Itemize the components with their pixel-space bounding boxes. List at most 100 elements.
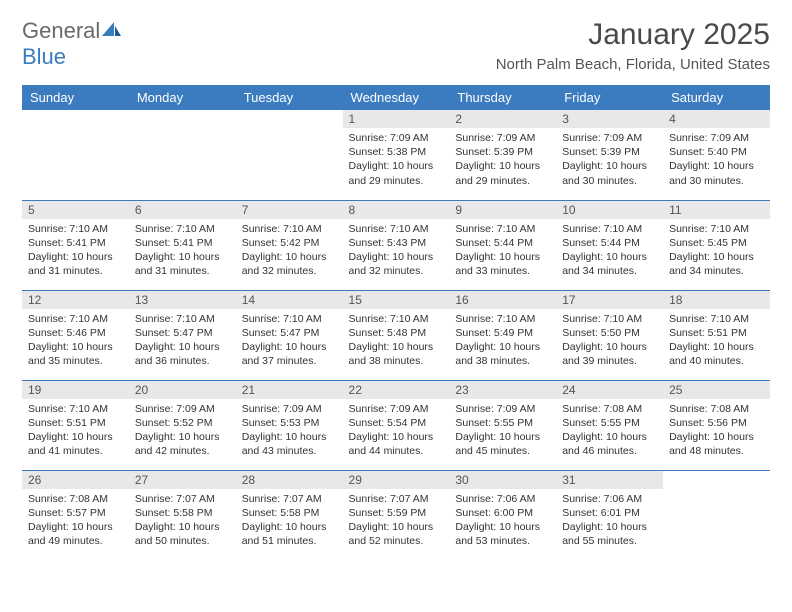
day-line: Sunrise: 7:10 AM: [455, 222, 550, 236]
page-subtitle: North Palm Beach, Florida, United States: [496, 56, 770, 73]
day-line: and 34 minutes.: [669, 264, 764, 278]
day-number: 21: [236, 381, 343, 399]
day-line: Sunset: 5:58 PM: [135, 506, 230, 520]
day-content: Sunrise: 7:09 AMSunset: 5:54 PMDaylight:…: [343, 399, 450, 462]
calendar-day-cell: 30Sunrise: 7:06 AMSunset: 6:00 PMDayligh…: [449, 470, 556, 560]
day-number: 13: [129, 291, 236, 309]
day-line: Sunrise: 7:10 AM: [28, 402, 123, 416]
day-line: and 30 minutes.: [669, 174, 764, 188]
calendar-day-cell: 8Sunrise: 7:10 AMSunset: 5:43 PMDaylight…: [343, 200, 450, 290]
calendar-day-cell: 31Sunrise: 7:06 AMSunset: 6:01 PMDayligh…: [556, 470, 663, 560]
day-number: 11: [663, 201, 770, 219]
day-number: 15: [343, 291, 450, 309]
day-line: and 46 minutes.: [562, 444, 657, 458]
day-content: Sunrise: 7:10 AMSunset: 5:44 PMDaylight:…: [449, 219, 556, 282]
day-line: Daylight: 10 hours: [455, 430, 550, 444]
day-line: Sunrise: 7:09 AM: [349, 131, 444, 145]
day-number: 16: [449, 291, 556, 309]
day-line: Sunset: 5:51 PM: [28, 416, 123, 430]
day-header: Saturday: [663, 85, 770, 110]
day-number: 12: [22, 291, 129, 309]
day-content: Sunrise: 7:10 AMSunset: 5:41 PMDaylight:…: [22, 219, 129, 282]
day-line: Sunrise: 7:08 AM: [28, 492, 123, 506]
calendar-day-cell: 27Sunrise: 7:07 AMSunset: 5:58 PMDayligh…: [129, 470, 236, 560]
day-number: 18: [663, 291, 770, 309]
day-line: Sunset: 5:39 PM: [455, 145, 550, 159]
day-line: and 35 minutes.: [28, 354, 123, 368]
day-line: Daylight: 10 hours: [242, 430, 337, 444]
calendar-week-row: 5Sunrise: 7:10 AMSunset: 5:41 PMDaylight…: [22, 200, 770, 290]
day-line: and 38 minutes.: [349, 354, 444, 368]
calendar-day-cell: 28Sunrise: 7:07 AMSunset: 5:58 PMDayligh…: [236, 470, 343, 560]
day-line: Sunrise: 7:07 AM: [135, 492, 230, 506]
day-line: Daylight: 10 hours: [349, 340, 444, 354]
day-line: and 50 minutes.: [135, 534, 230, 548]
calendar-day-cell: 23Sunrise: 7:09 AMSunset: 5:55 PMDayligh…: [449, 380, 556, 470]
day-content: Sunrise: 7:09 AMSunset: 5:39 PMDaylight:…: [556, 128, 663, 191]
calendar-day-cell: 29Sunrise: 7:07 AMSunset: 5:59 PMDayligh…: [343, 470, 450, 560]
day-line: Daylight: 10 hours: [135, 430, 230, 444]
day-line: Daylight: 10 hours: [455, 520, 550, 534]
day-line: Daylight: 10 hours: [242, 340, 337, 354]
day-number: 2: [449, 110, 556, 128]
day-content: Sunrise: 7:09 AMSunset: 5:38 PMDaylight:…: [343, 128, 450, 191]
day-header: Sunday: [22, 85, 129, 110]
day-line: and 38 minutes.: [455, 354, 550, 368]
day-line: and 41 minutes.: [28, 444, 123, 458]
day-header: Monday: [129, 85, 236, 110]
day-line: Sunset: 5:56 PM: [669, 416, 764, 430]
day-line: Daylight: 10 hours: [349, 159, 444, 173]
title-block: January 2025 North Palm Beach, Florida, …: [496, 18, 770, 73]
day-number: 31: [556, 471, 663, 489]
day-line: and 29 minutes.: [455, 174, 550, 188]
day-line: and 55 minutes.: [562, 534, 657, 548]
day-line: Daylight: 10 hours: [562, 159, 657, 173]
day-line: Sunset: 5:52 PM: [135, 416, 230, 430]
day-line: Sunset: 5:53 PM: [242, 416, 337, 430]
day-line: Sunrise: 7:07 AM: [349, 492, 444, 506]
day-content: Sunrise: 7:06 AMSunset: 6:00 PMDaylight:…: [449, 489, 556, 552]
day-line: Daylight: 10 hours: [455, 250, 550, 264]
day-line: Sunset: 6:00 PM: [455, 506, 550, 520]
day-line: Daylight: 10 hours: [242, 250, 337, 264]
day-line: and 31 minutes.: [135, 264, 230, 278]
calendar-day-cell: 15Sunrise: 7:10 AMSunset: 5:48 PMDayligh…: [343, 290, 450, 380]
day-line: Daylight: 10 hours: [669, 340, 764, 354]
day-line: Sunset: 5:57 PM: [28, 506, 123, 520]
day-line: Daylight: 10 hours: [455, 159, 550, 173]
calendar-day-cell: 26Sunrise: 7:08 AMSunset: 5:57 PMDayligh…: [22, 470, 129, 560]
day-line: and 34 minutes.: [562, 264, 657, 278]
day-number: 8: [343, 201, 450, 219]
day-line: and 30 minutes.: [562, 174, 657, 188]
day-line: Sunset: 5:47 PM: [135, 326, 230, 340]
day-content: Sunrise: 7:10 AMSunset: 5:43 PMDaylight:…: [343, 219, 450, 282]
day-number: 24: [556, 381, 663, 399]
calendar-week-row: 12Sunrise: 7:10 AMSunset: 5:46 PMDayligh…: [22, 290, 770, 380]
day-line: Sunset: 5:42 PM: [242, 236, 337, 250]
day-line: Sunset: 5:38 PM: [349, 145, 444, 159]
calendar-day-cell: 3Sunrise: 7:09 AMSunset: 5:39 PMDaylight…: [556, 110, 663, 200]
day-line: Sunset: 5:41 PM: [135, 236, 230, 250]
day-content: Sunrise: 7:10 AMSunset: 5:50 PMDaylight:…: [556, 309, 663, 372]
day-line: Sunset: 5:44 PM: [562, 236, 657, 250]
day-content: Sunrise: 7:09 AMSunset: 5:53 PMDaylight:…: [236, 399, 343, 462]
day-content: Sunrise: 7:10 AMSunset: 5:51 PMDaylight:…: [22, 399, 129, 462]
day-content: Sunrise: 7:10 AMSunset: 5:46 PMDaylight:…: [22, 309, 129, 372]
day-line: and 53 minutes.: [455, 534, 550, 548]
calendar-day-cell: 10Sunrise: 7:10 AMSunset: 5:44 PMDayligh…: [556, 200, 663, 290]
day-line: Sunset: 5:40 PM: [669, 145, 764, 159]
day-line: and 33 minutes.: [455, 264, 550, 278]
day-header: Wednesday: [343, 85, 450, 110]
day-line: Sunrise: 7:09 AM: [562, 131, 657, 145]
day-content: Sunrise: 7:07 AMSunset: 5:59 PMDaylight:…: [343, 489, 450, 552]
day-content: Sunrise: 7:09 AMSunset: 5:40 PMDaylight:…: [663, 128, 770, 191]
calendar-day-cell: 9Sunrise: 7:10 AMSunset: 5:44 PMDaylight…: [449, 200, 556, 290]
calendar-day-cell: 22Sunrise: 7:09 AMSunset: 5:54 PMDayligh…: [343, 380, 450, 470]
day-line: Sunrise: 7:06 AM: [455, 492, 550, 506]
day-line: Sunset: 5:41 PM: [28, 236, 123, 250]
calendar-day-cell: 25Sunrise: 7:08 AMSunset: 5:56 PMDayligh…: [663, 380, 770, 470]
day-line: Daylight: 10 hours: [562, 340, 657, 354]
day-line: Sunrise: 7:06 AM: [562, 492, 657, 506]
day-header: Friday: [556, 85, 663, 110]
day-content: Sunrise: 7:09 AMSunset: 5:55 PMDaylight:…: [449, 399, 556, 462]
